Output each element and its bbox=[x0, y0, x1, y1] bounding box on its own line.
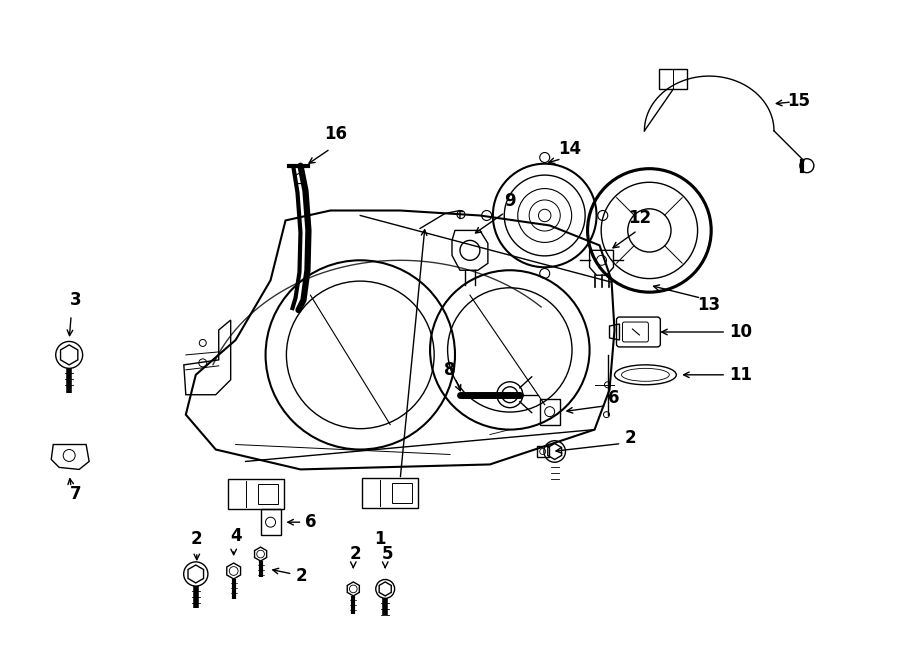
Text: 2: 2 bbox=[191, 530, 202, 548]
Text: 9: 9 bbox=[504, 192, 516, 210]
Text: 12: 12 bbox=[628, 210, 651, 227]
Text: 14: 14 bbox=[558, 139, 581, 158]
Text: 8: 8 bbox=[445, 361, 456, 379]
Text: 1: 1 bbox=[374, 530, 386, 548]
Text: 2: 2 bbox=[625, 428, 636, 447]
Text: 5: 5 bbox=[382, 545, 393, 563]
Text: 2: 2 bbox=[295, 567, 307, 585]
Text: 16: 16 bbox=[324, 125, 346, 143]
Text: 4: 4 bbox=[230, 527, 241, 545]
Text: 13: 13 bbox=[698, 296, 721, 314]
Text: 10: 10 bbox=[729, 323, 752, 341]
Text: 2: 2 bbox=[349, 545, 361, 563]
Text: 15: 15 bbox=[788, 92, 810, 110]
Text: 6: 6 bbox=[608, 389, 619, 407]
Text: 11: 11 bbox=[729, 366, 752, 384]
Text: 7: 7 bbox=[70, 485, 82, 503]
Text: 3: 3 bbox=[70, 291, 82, 309]
Text: 6: 6 bbox=[305, 513, 317, 531]
